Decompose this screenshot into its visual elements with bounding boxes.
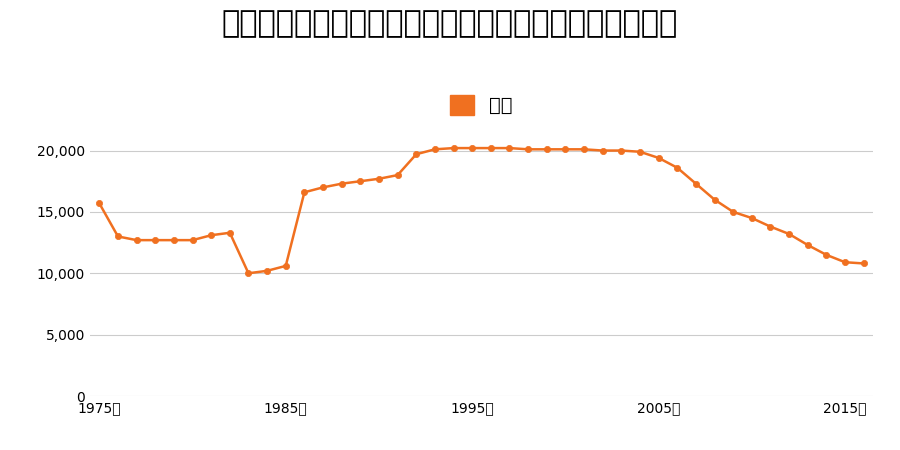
価格	[709, 197, 720, 202]
価格	[859, 261, 869, 266]
価格	[112, 234, 123, 239]
価格	[131, 238, 142, 243]
価格	[429, 147, 440, 152]
価格	[224, 230, 235, 235]
価格	[616, 148, 626, 153]
価格	[299, 189, 310, 195]
価格	[467, 145, 478, 151]
価格	[671, 165, 682, 171]
価格	[504, 145, 515, 151]
価格	[746, 216, 757, 221]
価格	[448, 145, 459, 151]
価格	[374, 176, 384, 181]
価格	[168, 238, 179, 243]
価格	[337, 181, 347, 186]
価格	[784, 231, 795, 237]
価格	[560, 147, 571, 152]
価格	[94, 201, 104, 206]
価格	[262, 268, 273, 274]
Line: 価格: 価格	[96, 145, 867, 276]
価格	[542, 147, 553, 152]
価格	[523, 147, 534, 152]
価格	[653, 155, 664, 161]
価格	[318, 184, 328, 190]
価格	[579, 147, 590, 152]
価格	[355, 179, 365, 184]
価格	[206, 233, 217, 238]
価格	[821, 252, 832, 257]
価格	[485, 145, 496, 151]
価格	[410, 152, 421, 157]
価格	[392, 172, 403, 178]
価格	[149, 238, 160, 243]
価格	[728, 209, 739, 215]
価格	[634, 149, 645, 154]
価格	[598, 148, 608, 153]
価格	[765, 224, 776, 230]
価格	[187, 238, 198, 243]
Legend: 価格: 価格	[443, 87, 520, 123]
価格	[281, 263, 292, 269]
価格	[840, 260, 850, 265]
Text: 青森県八戸市小中野北３丁目１番３ほか１筆の地価推移: 青森県八戸市小中野北３丁目１番３ほか１筆の地価推移	[222, 9, 678, 38]
価格	[690, 181, 701, 186]
価格	[803, 243, 814, 248]
価格	[243, 270, 254, 276]
